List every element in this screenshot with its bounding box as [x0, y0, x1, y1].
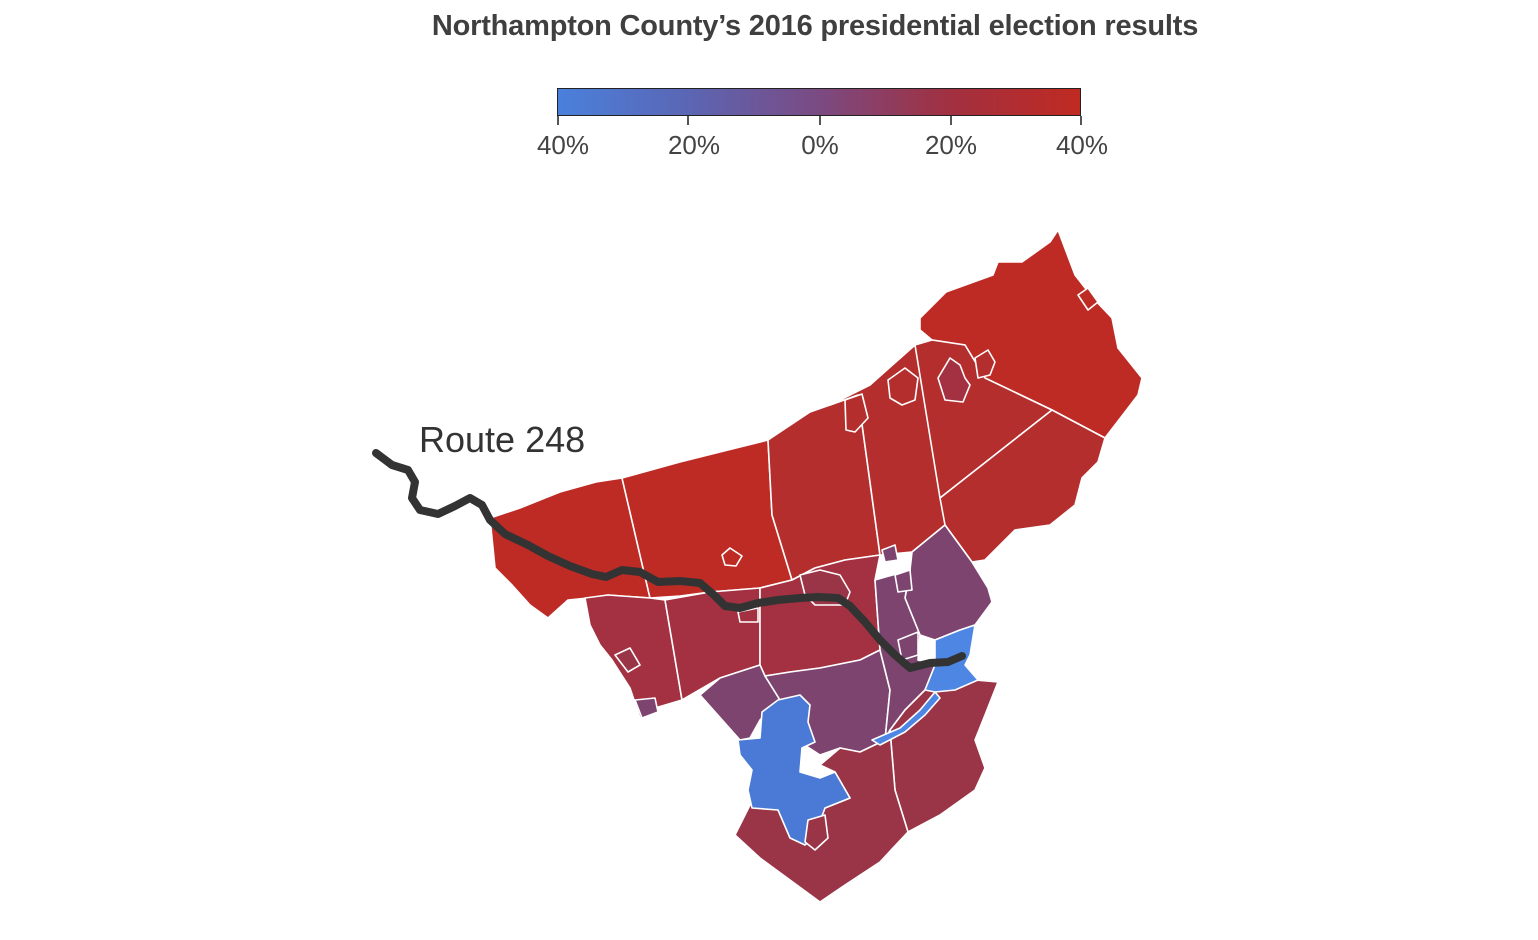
borough: [881, 544, 899, 563]
municipality-blue-south: [737, 694, 851, 846]
legend-tick-label: 40%: [1055, 130, 1109, 160]
borough: [634, 697, 659, 719]
borough: [844, 393, 869, 433]
route-248-line: [372, 449, 966, 672]
borough: [894, 569, 913, 593]
route-248-label: Route 248: [419, 419, 586, 460]
legend-tick-label: 20%: [924, 130, 978, 160]
legend-tick-label: 20%: [667, 130, 721, 160]
river-sliver: [871, 691, 941, 746]
legend-tick: [950, 116, 952, 125]
legend-gradient-bar: [557, 88, 1081, 116]
borough: [737, 607, 759, 623]
chart-title: Northampton County’s 2016 presidential e…: [431, 10, 1199, 42]
borough: [887, 367, 919, 406]
borough: [1077, 287, 1099, 311]
borough: [614, 647, 641, 673]
legend-tick: [557, 116, 559, 125]
borough: [974, 349, 996, 379]
legend-tick: [687, 116, 689, 125]
legend-tick-label: 40%: [536, 130, 590, 160]
color-legend: 40% 20% 0% 20% 40%: [520, 78, 1120, 168]
legend-tick-label: 0%: [801, 130, 839, 160]
legend-tick: [819, 116, 821, 125]
borough: [937, 357, 971, 403]
borough: [721, 547, 743, 567]
legend-tick: [1080, 116, 1082, 125]
borough: [897, 631, 919, 661]
borough: [804, 814, 829, 851]
